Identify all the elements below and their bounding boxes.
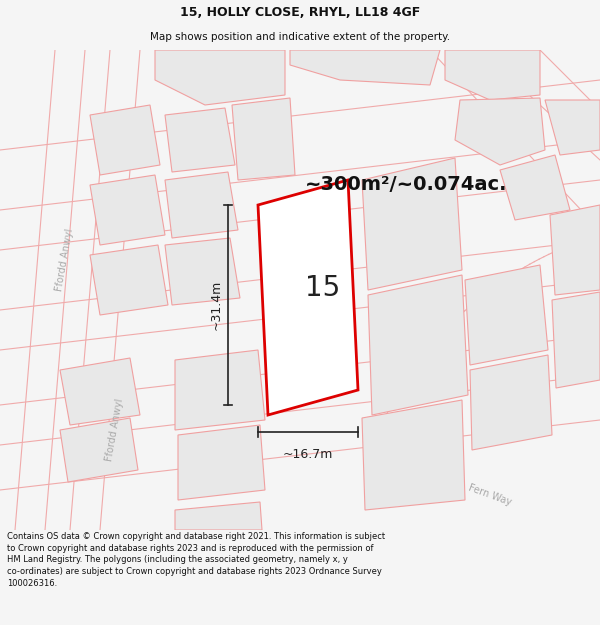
Polygon shape <box>90 175 165 245</box>
Polygon shape <box>455 98 545 165</box>
Polygon shape <box>60 358 140 425</box>
Polygon shape <box>155 50 285 105</box>
Polygon shape <box>552 292 600 388</box>
Polygon shape <box>165 238 240 305</box>
Text: Ffordd Anwyl: Ffordd Anwyl <box>55 228 76 292</box>
Polygon shape <box>178 425 265 500</box>
Polygon shape <box>232 98 295 180</box>
Polygon shape <box>90 245 168 315</box>
Polygon shape <box>290 50 440 85</box>
Polygon shape <box>368 275 468 415</box>
Polygon shape <box>500 155 570 220</box>
Polygon shape <box>470 355 552 450</box>
Polygon shape <box>545 100 600 155</box>
Polygon shape <box>550 205 600 295</box>
Polygon shape <box>175 502 262 530</box>
Text: ~31.4m: ~31.4m <box>209 280 223 330</box>
Polygon shape <box>90 105 160 175</box>
Polygon shape <box>362 400 465 510</box>
Text: Map shows position and indicative extent of the property.: Map shows position and indicative extent… <box>150 32 450 43</box>
Text: Ffordd Anwyl: Ffordd Anwyl <box>104 398 125 462</box>
Polygon shape <box>362 158 462 290</box>
Text: Contains OS data © Crown copyright and database right 2021. This information is : Contains OS data © Crown copyright and d… <box>7 532 385 588</box>
Text: ~16.7m: ~16.7m <box>283 448 333 461</box>
Text: 15, HOLLY CLOSE, RHYL, LL18 4GF: 15, HOLLY CLOSE, RHYL, LL18 4GF <box>180 6 420 19</box>
Polygon shape <box>60 418 138 482</box>
Text: ~300m²/~0.074ac.: ~300m²/~0.074ac. <box>305 176 508 194</box>
Text: 15: 15 <box>305 274 341 301</box>
Polygon shape <box>165 108 235 172</box>
Polygon shape <box>465 265 548 365</box>
Polygon shape <box>175 350 265 430</box>
Polygon shape <box>258 180 358 415</box>
Text: Fern Way: Fern Way <box>467 482 513 508</box>
Polygon shape <box>445 50 540 100</box>
Polygon shape <box>165 172 238 238</box>
